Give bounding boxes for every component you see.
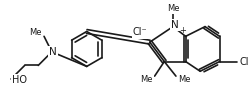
Text: Cl⁻: Cl⁻ [133, 27, 147, 37]
Text: N: N [49, 47, 57, 57]
Text: Cl: Cl [240, 57, 249, 67]
Text: +: + [179, 26, 186, 35]
Text: Me: Me [178, 75, 190, 85]
Text: Me: Me [167, 4, 179, 13]
Text: Me: Me [29, 28, 41, 37]
Text: Me: Me [140, 75, 153, 85]
Text: N: N [171, 20, 179, 30]
Text: HO: HO [12, 75, 27, 85]
